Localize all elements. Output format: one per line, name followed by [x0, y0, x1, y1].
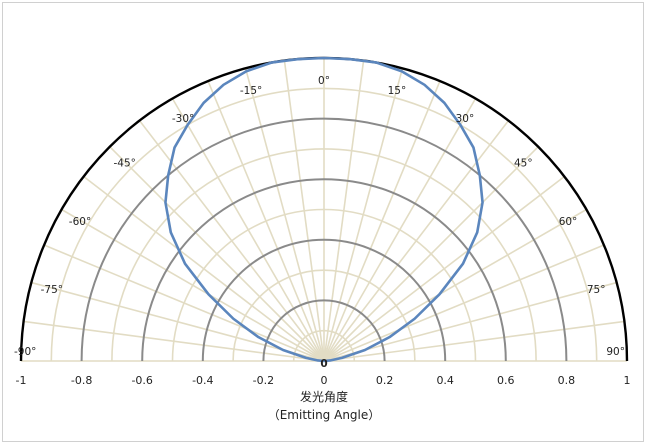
angle-label: 60° [559, 216, 578, 228]
x-tick-label: -0.2 [253, 374, 274, 387]
spoke-11 [283, 60, 325, 362]
spoke-16 [323, 98, 477, 362]
spoke-20 [323, 208, 587, 362]
spoke-23 [323, 320, 625, 362]
x-tick-label: 1 [624, 374, 631, 387]
spoke-8 [171, 98, 325, 362]
angle-label: 30° [456, 113, 475, 125]
spoke-1 [23, 320, 325, 362]
spoke-18 [323, 146, 539, 362]
angle-label: 0° [318, 75, 330, 87]
radiation-pattern-curve-0 [164, 56, 484, 363]
major-ring-3 [80, 117, 568, 362]
x-ticks-layer: -1 -0.8 -0.6 -0.4 -0.2 0 0.2 0.4 0.6 0.8 1 [16, 374, 631, 387]
spoke-22 [323, 281, 617, 362]
x-tick-label: -0.6 [131, 374, 152, 387]
spoke-14 [323, 68, 404, 362]
x-tick-label: -0.4 [192, 374, 213, 387]
spoke-5 [83, 175, 325, 362]
x-axis-title: 发光角度 [300, 389, 348, 404]
x-tick-label: 0.8 [558, 374, 576, 387]
angle-label: -15° [240, 85, 262, 97]
spoke-13 [323, 60, 365, 362]
spoke-3 [43, 244, 325, 362]
x-tick-label: 0 [321, 374, 328, 387]
angle-label: 15° [388, 85, 407, 97]
spoke-6 [109, 146, 325, 362]
angle-label: 90° [606, 346, 625, 358]
angle-label: -45° [113, 158, 135, 170]
spoke-2 [31, 281, 325, 362]
x-tick-label: 0.6 [497, 374, 515, 387]
major-ring-0 [262, 299, 386, 362]
angle-labels-layer: -90° -75° -60° -45° -30° -15° 0° 15° 30° 45° 60° 75… [14, 75, 625, 358]
x-tick-label: -0.8 [71, 374, 92, 387]
angle-label: -60° [69, 216, 91, 228]
x-axis-subtitle: （Emitting Angle） [268, 408, 381, 422]
major-rings-layer [80, 117, 568, 362]
angle-label: -30° [172, 113, 194, 125]
spoke-4 [61, 208, 325, 362]
x-tick-label: 0.4 [436, 374, 454, 387]
spoke-21 [323, 244, 605, 362]
angle-label: 45° [514, 158, 533, 170]
angle-label: -90° [14, 346, 36, 358]
spoke-9 [207, 80, 325, 362]
center-label: 0 [320, 358, 327, 370]
polar-chart: -90° -75° -60° -45° -30° -15° 0° 15° 30° 45° 60° 75… [14, 56, 631, 422]
major-ring-1 [201, 238, 447, 362]
spoke-19 [323, 175, 565, 362]
series-layer [164, 56, 484, 363]
chart-frame: -90° -75° -60° -45° -30° -15° 0° 15° 30° 45° 60° 75… [2, 2, 644, 442]
x-tick-label: 0.2 [376, 374, 394, 387]
spoke-10 [244, 68, 325, 362]
major-ring-2 [141, 178, 507, 362]
angle-label: 75° [587, 284, 606, 296]
grid-layer [21, 58, 627, 362]
spoke-15 [323, 80, 441, 362]
angle-label: -75° [41, 284, 63, 296]
x-tick-label: -1 [16, 374, 27, 387]
